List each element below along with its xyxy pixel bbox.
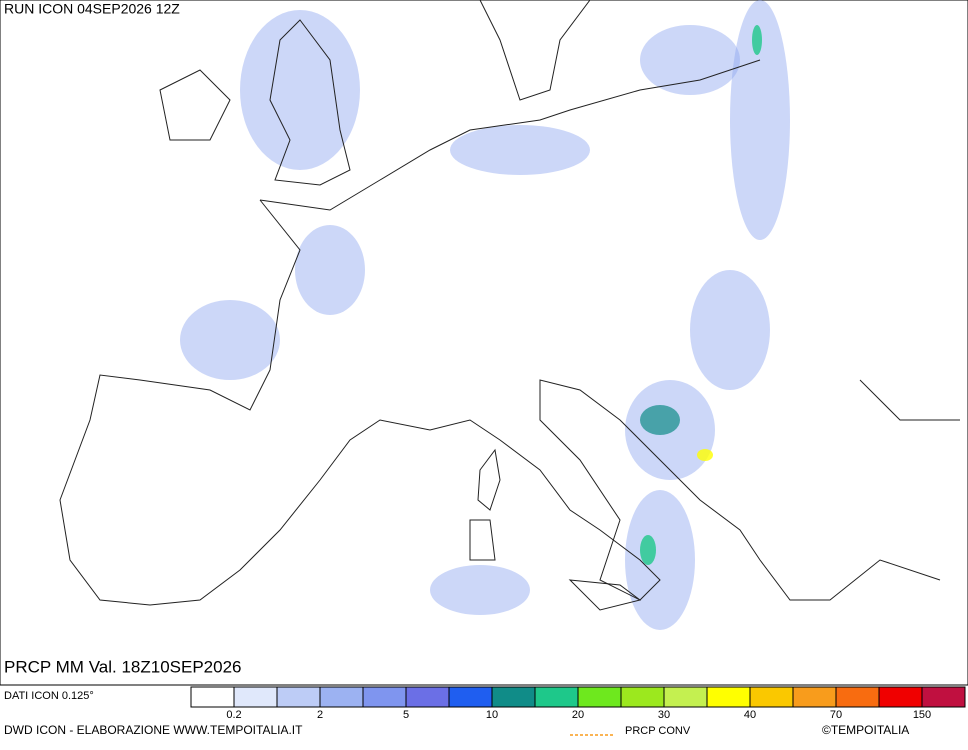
source-label: DATI ICON 0.125°: [4, 690, 94, 702]
run-label: RUN ICON 04SEP2026 12Z: [4, 1, 180, 17]
conv-legend-label: PRCP CONV: [625, 725, 691, 737]
colorbar-tick-label: 40: [744, 709, 756, 721]
colorbar-box: [663, 686, 708, 708]
copyright-label: ©TEMPOITALIA: [822, 723, 909, 737]
colorbar-tick-label: 30: [658, 709, 670, 721]
colorbar-tick-label: 10: [486, 709, 498, 721]
colorbar-tick-label: 20: [572, 709, 584, 721]
colorbar-box: [835, 686, 880, 708]
colorbar-box: [749, 686, 794, 708]
precipitation: [180, 0, 790, 630]
colorbar: 0.2 2 5 10 20 30 40 70 150: [190, 686, 966, 721]
colorbar-box: [706, 686, 751, 708]
product-label: PRCP MM Val. 18Z10SEP2026: [4, 657, 242, 676]
colorbar-box: [405, 686, 450, 708]
map-frame: [0, 0, 968, 686]
colorbar-tick-label: 0.2: [226, 709, 241, 721]
colorbar-tick-label: 2: [317, 709, 323, 721]
colorbar-box: [362, 686, 407, 708]
coastlines: [59, 0, 960, 611]
colorbar-box: [921, 686, 966, 708]
colorbar-box: [878, 686, 923, 708]
colorbar-box: [620, 686, 665, 708]
colorbar-tick-label: 70: [830, 709, 842, 721]
colorbar-box: [448, 686, 493, 708]
credit-label: DWD ICON - ELABORAZIONE WWW.TEMPOITALIA.…: [4, 723, 303, 737]
colorbar-box: [491, 686, 536, 708]
colorbar-box: [233, 686, 278, 708]
colorbar-box: [534, 686, 579, 708]
colorbar-box: [577, 686, 622, 708]
colorbar-box: [190, 686, 235, 708]
colorbar-box: [276, 686, 321, 708]
colorbar-box: [792, 686, 837, 708]
colorbar-tick-label: 150: [913, 709, 931, 721]
colorbar-box: [319, 686, 364, 708]
colorbar-tick-label: 5: [403, 709, 409, 721]
